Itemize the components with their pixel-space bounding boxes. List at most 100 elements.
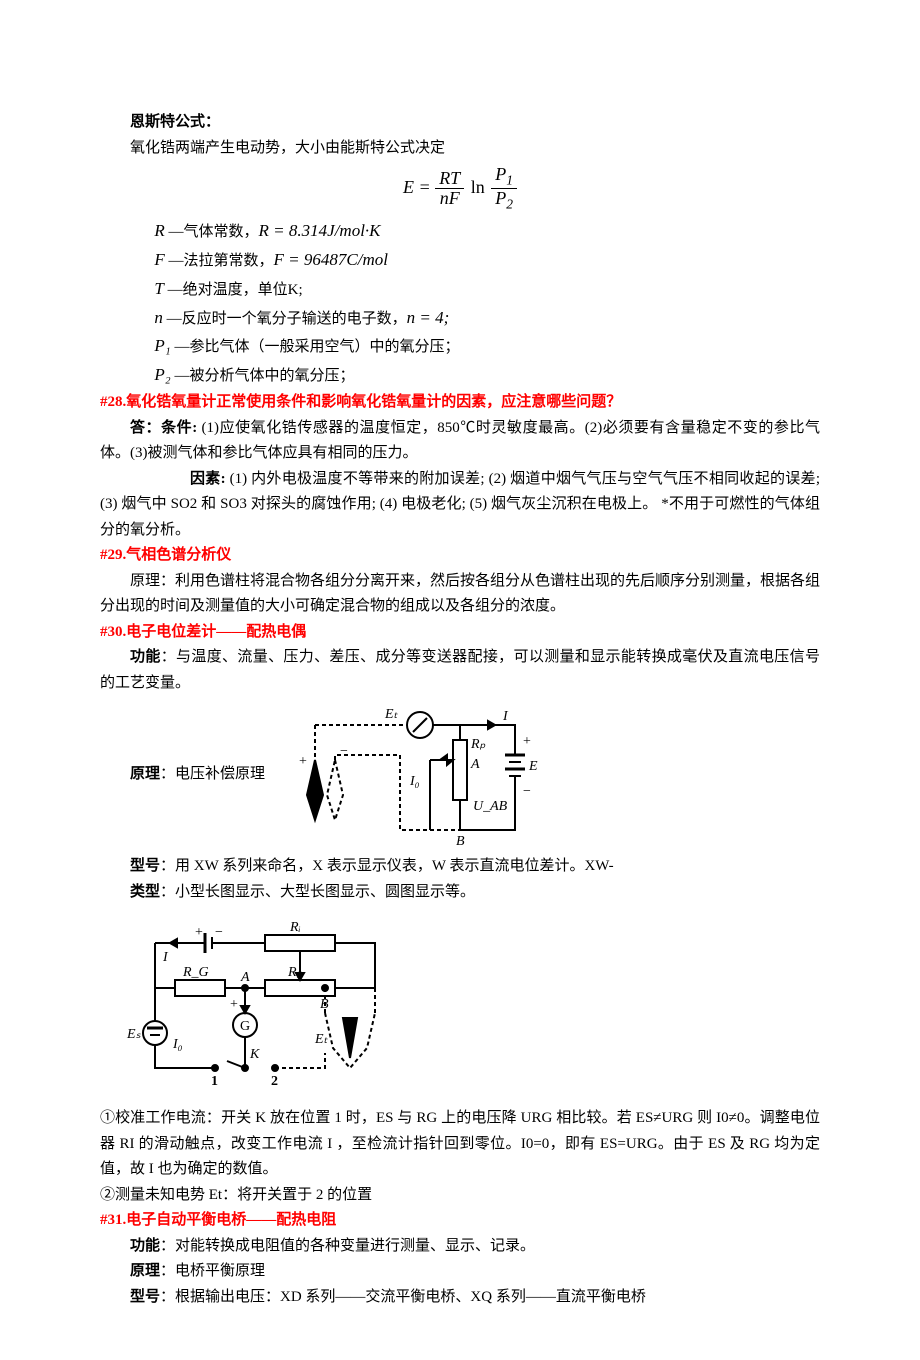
d2-minus1: −: [215, 925, 223, 940]
expr: F = 96487C/mol: [274, 250, 388, 269]
sym: T: [154, 279, 163, 298]
sym: F: [154, 250, 164, 269]
nernst-heading: 恩斯特公式：: [100, 110, 820, 136]
frac-num-p1: P1: [491, 165, 517, 189]
q28-factors: 因素: (1) 内外电极温度不等带来的附加误差; (2) 烟道中烟气气压与空气气…: [100, 467, 820, 544]
circuit-diagram-2: I Rᵢ R_G A Rₚ B Eₛ I₀ G K Eₜ 1 2 + − +: [115, 913, 435, 1098]
q28-conditions-text: (1)应使氧化锆传感器的温度恒定，850℃时灵敏度最高。(2)必须要有含量稳定不…: [100, 420, 820, 462]
frac-den: nF: [435, 189, 464, 209]
txt: 反应时一个氧分子输送的电子数，: [182, 311, 407, 327]
sym: R: [154, 221, 164, 240]
d2-I: I: [162, 950, 169, 965]
sym: P₂: [154, 365, 170, 384]
d2-plus2: +: [230, 997, 238, 1012]
param-n: n —反应时一个氧分子输送的电子数，n = 4;: [100, 304, 820, 333]
d2-Rp: Rₚ: [287, 965, 303, 980]
frac-den-p2: P2: [491, 189, 517, 212]
d2-Et: Eₜ: [314, 1032, 329, 1047]
q30-heading: #30.电子电位差计——配热电偶: [100, 620, 820, 646]
q30-model-label: 型号: [130, 858, 160, 874]
q31-principle: 原理：电桥平衡原理: [100, 1259, 820, 1285]
param-F: F —法拉第常数，F = 96487C/mol: [100, 246, 820, 275]
frac-num: RT: [435, 169, 464, 190]
nernst-intro: 氧化锆两端产生电动势，大小由能斯特公式决定: [100, 136, 820, 162]
d1-Rp: Rₚ: [470, 737, 486, 752]
d1-minus2: −: [523, 784, 531, 799]
txt: 法拉第常数，: [184, 253, 274, 269]
p2: P: [495, 188, 506, 208]
d1-A: A: [470, 757, 480, 772]
q31-principle-label: 原理: [130, 1263, 160, 1279]
d1-Uab: U_AB: [473, 799, 508, 814]
d1-E: E: [528, 759, 538, 774]
q30-model: 型号：用 XW 系列来命名，X 表示显示仪表，W 表示直流电位差计。XW-: [100, 854, 820, 880]
q30-principle-row: 原理：电压补偿原理: [100, 700, 820, 850]
document-page: 恩斯特公式： 氧化锆两端产生电动势，大小由能斯特公式决定 E = RT nF l…: [0, 0, 920, 1360]
q30-step2: ②测量未知电势 Et：将开关置于 2 的位置: [100, 1183, 820, 1209]
q28-conditions: 答：条件: (1)应使氧化锆传感器的温度恒定，850℃时灵敏度最高。(2)必须要…: [100, 416, 820, 467]
q31-heading: #31.电子自动平衡电桥——配热电阻: [100, 1208, 820, 1234]
q29-body: 原理：利用色谱柱将混合物各组分分离开来，然后按各组分从色谱柱出现的先后顺序分别测…: [100, 569, 820, 620]
sym: P₁: [154, 336, 170, 355]
sep: —: [164, 282, 183, 298]
d2-RG: R_G: [182, 965, 209, 980]
expr: n = 4;: [407, 308, 450, 327]
sym: n: [154, 308, 163, 327]
frac-p1-p2: P1 P2: [491, 165, 517, 213]
d2-K: K: [249, 1047, 260, 1062]
d1-minus1: −: [340, 744, 348, 759]
p1: P: [495, 164, 506, 184]
d2-2: 2: [271, 1074, 278, 1089]
q31-func-label: 功能: [130, 1238, 160, 1254]
txt: 被分析气体中的氧分压；: [189, 368, 354, 384]
d2-plus1: +: [195, 925, 203, 940]
param-T: T —绝对温度，单位K;: [100, 275, 820, 304]
q30-type-text: ：小型长图显示、大型长图显示、圆图显示等。: [160, 884, 475, 900]
p2-sub: 2: [506, 197, 513, 212]
sep: —: [163, 311, 182, 327]
d1-Et: Eₜ: [384, 707, 399, 722]
p1-sub: 1: [506, 173, 513, 188]
q30-type-label: 类型: [130, 884, 160, 900]
nernst-formula: E = RT nF ln P1 P2: [100, 165, 820, 213]
q30-type: 类型：小型长图显示、大型长图显示、圆图显示等。: [100, 880, 820, 906]
txt: 气体常数，: [184, 224, 259, 240]
q30-model-text: ：用 XW 系列来命名，X 表示显示仪表，W 表示直流电位差计。XW-: [160, 858, 614, 874]
txt: 绝对温度，单位K;: [183, 282, 303, 298]
txt: 参比气体（一般采用空气）中的氧分压；: [189, 339, 459, 355]
param-R: R —气体常数，R = 8.314J/mol·K: [100, 217, 820, 246]
circuit-diagram-2-wrap: I Rᵢ R_G A Rₚ B Eₛ I₀ G K Eₜ 1 2 + − +: [115, 913, 820, 1098]
q30-principle-text: ：电压补偿原理: [160, 766, 265, 782]
d1-I0: I₀: [409, 774, 420, 789]
d1-plus1: +: [299, 754, 307, 769]
q28-heading: #28.氧化锆氧量计正常使用条件和影响氧化锆氧量计的因素，应注意哪些问题？: [100, 390, 820, 416]
frac-rt-nf: RT nF: [435, 169, 464, 210]
d2-RI: Rᵢ: [289, 920, 301, 935]
sep: —: [165, 224, 184, 240]
d2-Es: Eₛ: [126, 1027, 142, 1042]
sep: —: [171, 368, 190, 384]
param-P1: P₁ —参比气体（一般采用空气）中的氧分压；: [100, 332, 820, 361]
d1-I: I: [502, 709, 509, 724]
d2-A: A: [240, 970, 250, 985]
param-P2: P₂ —被分析气体中的氧分压；: [100, 361, 820, 390]
d2-G: G: [240, 1019, 250, 1034]
q30-func-text: ：与温度、流量、压力、差压、成分等变送器配接，可以测量和显示能转换成毫伏及直流电…: [100, 649, 820, 691]
q31-model-text: ：根据输出电压：XD 系列——交流平衡电桥、XQ 系列——直流平衡电桥: [160, 1289, 646, 1305]
q31-model-label: 型号: [130, 1289, 160, 1305]
q29-heading: #29.气相色谱分析仪: [100, 543, 820, 569]
q30-step1: ①校准工作电流：开关 K 放在位置 1 时，ES 与 RG 上的电压降 URG …: [100, 1106, 820, 1183]
d1-B: B: [456, 834, 465, 849]
q31-model: 型号：根据输出电压：XD 系列——交流平衡电桥、XQ 系列——直流平衡电桥: [100, 1285, 820, 1311]
expr: R = 8.314J/mol·K: [259, 221, 381, 240]
q30-principle-label: 原理: [130, 766, 160, 782]
q31-func: 功能：对能转换成电阻值的各种变量进行测量、显示、记录。: [100, 1234, 820, 1260]
q28-factors-label: 因素:: [190, 471, 226, 487]
circuit-diagram-1: Eₜ I₀ Rₚ A B E U_AB I + − + −: [285, 700, 565, 850]
sep: —: [165, 253, 184, 269]
formula-lhs: E =: [403, 177, 431, 197]
q31-func-text: ：对能转换成电阻值的各种变量进行测量、显示、记录。: [160, 1238, 535, 1254]
d2-I0: I₀: [172, 1037, 183, 1052]
q30-func-label: 功能: [130, 649, 161, 665]
q31-principle-text: ：电桥平衡原理: [160, 1263, 265, 1279]
